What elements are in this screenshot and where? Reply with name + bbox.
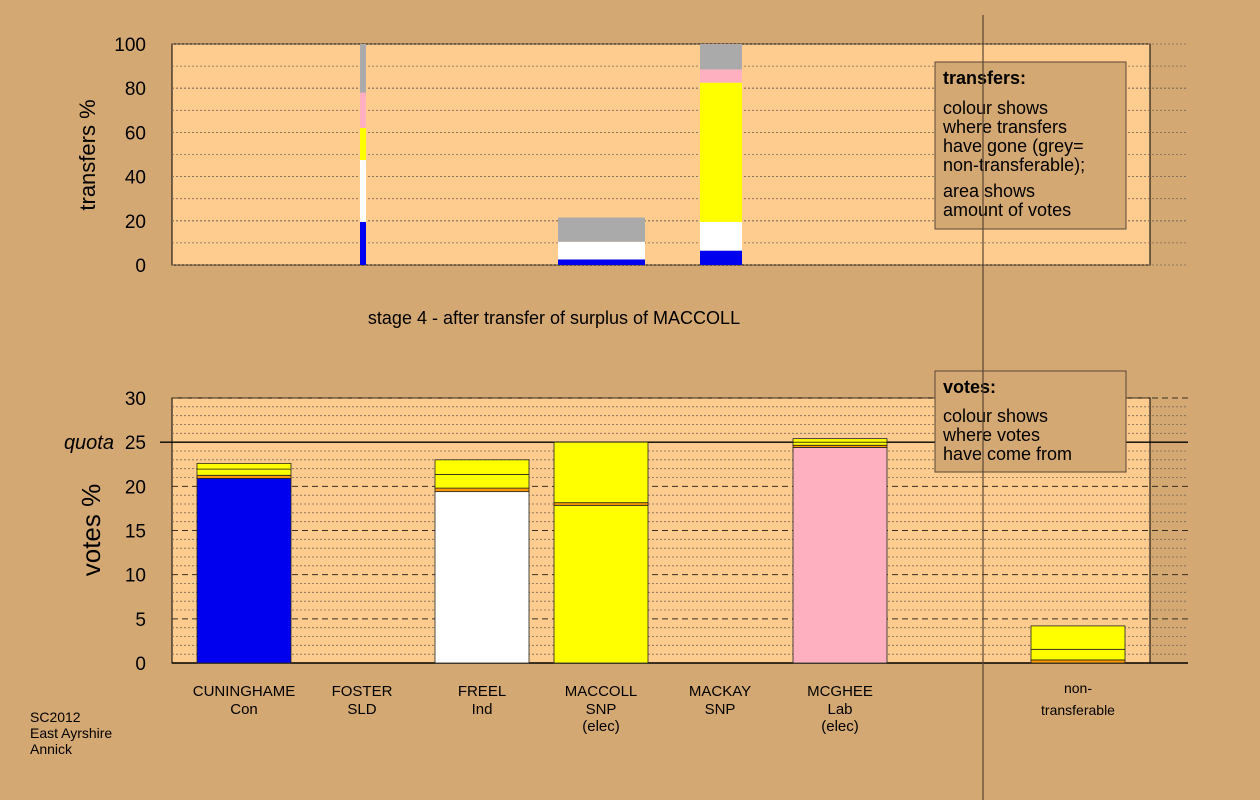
y-tick-label: 60 bbox=[125, 123, 146, 144]
bar-segment bbox=[196, 474, 292, 479]
x-tick-party: Con bbox=[230, 701, 258, 718]
votes-panel: 0 5 10 15 20 25 30 quota votes % votes: colour sho… bbox=[64, 370, 1188, 675]
y-tick-label: 30 bbox=[125, 389, 146, 410]
footer-line: East Ayrshire bbox=[30, 725, 113, 741]
bar-segment bbox=[434, 474, 530, 489]
bar-segment bbox=[196, 468, 292, 476]
bar-segment bbox=[360, 92, 366, 128]
bar-segment bbox=[196, 477, 292, 664]
bar-segment bbox=[434, 459, 530, 475]
y-tick-label: 0 bbox=[135, 654, 146, 675]
x-tick-party: SNP bbox=[586, 701, 617, 718]
y-axis-label: votes % bbox=[76, 484, 106, 577]
x-tick-label: MACKAY bbox=[689, 683, 751, 700]
chart-subtitle: stage 4 - after transfer of surplus of M… bbox=[368, 308, 740, 328]
legend-text: have gone (grey= bbox=[943, 136, 1084, 156]
x-tick-party: SNP bbox=[705, 701, 736, 718]
legend-text: colour shows bbox=[943, 98, 1048, 118]
bar-segment bbox=[360, 221, 366, 265]
legend-text: area shows bbox=[943, 181, 1035, 201]
legend-text: where votes bbox=[942, 425, 1040, 445]
transfers-panel: 0 20 40 60 80 100 transfers % transfers: colour … bbox=[75, 35, 1188, 277]
legend-text: where transfers bbox=[942, 117, 1067, 137]
bar-segment bbox=[1030, 648, 1126, 661]
y-tick-label: 25 bbox=[125, 433, 146, 454]
bar-segment bbox=[1030, 625, 1126, 650]
legend-text: non-transferable); bbox=[943, 155, 1085, 175]
y-tick-label: 0 bbox=[135, 256, 146, 277]
y-axis-label: transfers % bbox=[75, 99, 100, 210]
footer: SC2012 East Ayrshire Annick bbox=[30, 709, 112, 757]
footer-line: Annick bbox=[30, 741, 73, 757]
bar-segment bbox=[558, 217, 645, 242]
y-tick-label: 20 bbox=[125, 212, 146, 233]
bar-segment bbox=[553, 504, 649, 664]
x-tick-party: transferable bbox=[1041, 702, 1115, 718]
legend-text: amount of votes bbox=[943, 200, 1071, 220]
bar-segment bbox=[700, 82, 742, 222]
legend-text: colour shows bbox=[943, 406, 1048, 426]
y-tick-label: 10 bbox=[125, 566, 146, 587]
bar-segment bbox=[360, 160, 366, 222]
legend-box bbox=[934, 61, 1127, 230]
y-tick-label: 5 bbox=[135, 610, 146, 631]
bar-segment bbox=[558, 241, 645, 260]
x-tick-label: CUNINGHAME bbox=[193, 683, 296, 700]
x-tick-note: (elec) bbox=[821, 718, 859, 735]
footer-line: SC2012 bbox=[30, 709, 81, 725]
y-tick-label: 80 bbox=[125, 79, 146, 100]
y-tick-label: 40 bbox=[125, 168, 146, 189]
x-tick-party: Ind bbox=[472, 701, 493, 718]
bar-segment bbox=[360, 127, 366, 161]
bar-segment bbox=[700, 44, 742, 70]
x-tick-label: non- bbox=[1064, 680, 1092, 696]
bar-segment bbox=[700, 250, 742, 265]
quota-label: quota bbox=[64, 432, 114, 454]
y-tick-label: 20 bbox=[125, 477, 146, 498]
y-tick-label: 15 bbox=[125, 522, 146, 543]
x-tick-party: SLD bbox=[347, 701, 376, 718]
x-tick-label: MCGHEE bbox=[807, 683, 873, 700]
y-tick-label: 100 bbox=[114, 35, 146, 56]
x-tick-label: MACCOLL bbox=[565, 683, 638, 700]
legend-title: transfers: bbox=[943, 68, 1026, 88]
x-tick-note: (elec) bbox=[582, 718, 620, 735]
bar-segment bbox=[700, 221, 742, 251]
x-tick-label: FOSTER bbox=[332, 683, 393, 700]
bar-segment bbox=[553, 441, 649, 504]
x-axis-labels: CUNINGHAMEConFOSTERSLDFREELIndMACCOLLSNP… bbox=[193, 680, 1115, 735]
bar-segment bbox=[360, 44, 366, 93]
bar-segment bbox=[434, 487, 530, 493]
bar-segment bbox=[434, 491, 530, 664]
legend-box bbox=[934, 370, 1127, 473]
x-tick-party: Lab bbox=[827, 701, 852, 718]
bar-segment bbox=[792, 438, 888, 443]
x-tick-label: FREEL bbox=[458, 683, 506, 700]
bar-segment bbox=[196, 462, 292, 470]
legend-text: have come from bbox=[943, 444, 1072, 464]
bar-segment bbox=[792, 441, 888, 446]
bar-segment bbox=[558, 259, 645, 265]
legend-title: votes: bbox=[943, 377, 996, 397]
bar-segment bbox=[792, 447, 888, 664]
bar-segment bbox=[700, 69, 742, 83]
bar-segment bbox=[1030, 659, 1126, 664]
